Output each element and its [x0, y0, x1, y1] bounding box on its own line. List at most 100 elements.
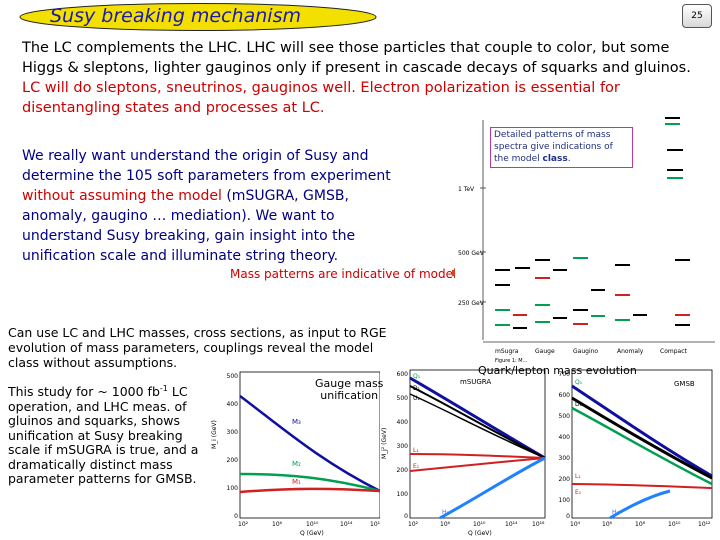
gmsb-label-d1: D₁: [575, 401, 583, 408]
page-number: 25: [682, 4, 712, 28]
gmsb-curve-e1: [571, 483, 713, 489]
quark-lepton-evolution-label: Quark/lepton mass evolution: [478, 364, 637, 377]
gmsb-xtick-3: 10¹⁰: [668, 521, 681, 528]
msugra-legend: mSUGRA: [460, 378, 491, 386]
gauge-ytick-5: 0: [234, 513, 238, 520]
intro-paragraph: The LC complements the LHC. LHC will see…: [22, 38, 712, 118]
msugra-curve-q1: [409, 376, 546, 460]
origin-text-2: (mSUGRA, GMSB, anomaly, gaugino … mediat…: [22, 188, 356, 264]
gauge-curve-m3: [239, 395, 381, 493]
msugra-xtick-2: 10¹⁰: [473, 521, 486, 528]
gauge-mass-unification-label: Gauge mass unification: [315, 378, 383, 402]
msugra-ytick-1: 500: [397, 395, 409, 402]
gmsb-ytick-1: 600: [559, 392, 571, 399]
gauge-xtick-4: 10¹⁸: [370, 521, 383, 528]
gmsb-ytick-2: 500: [559, 413, 571, 420]
gmsb-ytick-7: 0: [566, 513, 570, 520]
spectrum-column-msugra: [495, 267, 530, 329]
gauge-curve-m1: [239, 487, 381, 494]
gauge-curve-m2: [239, 472, 381, 493]
gmsb-label-h2: H₂: [612, 509, 620, 516]
model-label-compact: Compact: [660, 348, 687, 355]
msugra-label-u1: U₁: [413, 395, 420, 402]
msugra-xtick-4: 10¹⁸: [532, 521, 545, 528]
gmsb-ytick-3: 400: [559, 434, 571, 441]
gmsb-curve-l1: [571, 406, 713, 486]
msugra-label-e1: E₁: [413, 463, 420, 470]
gmsb-label-e1: E₁: [575, 489, 582, 496]
title-banner: [19, 3, 377, 31]
msugra-xlabel: Q (GeV): [468, 530, 492, 537]
msugra-curve-h2: [439, 456, 546, 520]
callout-text-end: .: [567, 154, 571, 164]
msugra-curve-l1: [409, 453, 546, 459]
gmsb-ytick-5: 200: [559, 476, 571, 483]
gmsb-ytick-4: 300: [559, 455, 571, 462]
gmsb-legend: GMSB: [674, 380, 695, 388]
gmsb-curve-d1: [571, 396, 713, 480]
msugra-xtick-1: 10⁶: [440, 521, 451, 528]
callout-text: Detailed patterns of mass spectra give i…: [494, 130, 613, 164]
msugra-curve-d1: [409, 385, 546, 459]
gauge-xtick-3: 10¹⁴: [340, 521, 353, 528]
msugra-label-l1: L₁: [413, 447, 419, 454]
gauge-xtick-2: 10¹⁰: [306, 521, 319, 528]
origin-text-1: We really want understand the origin of …: [22, 148, 391, 184]
msugra-label-q1: Q₁: [413, 373, 421, 380]
spectrum-column-gauge: [535, 259, 567, 323]
spectrum-column-compact: [665, 117, 690, 326]
msugra-ytick-4: 200: [397, 467, 409, 474]
gauge-xlabel: Q (GeV): [300, 530, 324, 537]
gmsb-ytick-0: 700: [559, 371, 571, 378]
mass-patterns-label: Mass patterns are indicative of model:: [230, 267, 461, 281]
gauge-mass-label-line2: unification: [320, 389, 379, 402]
msugra-xtick-0: 10²: [408, 521, 419, 528]
spectrum-y-label-500: 500 GeV: [458, 250, 485, 257]
slide-title: Susy breaking mechanism: [50, 5, 301, 27]
spectrum-column-gaugino: [573, 257, 605, 325]
msugra-mass-plot: M_j² (GeV) 600 500 400 300 200 100 0 mSU…: [380, 366, 550, 538]
study-text-2: LC operation, and LHC meas. of gluinos a…: [8, 384, 199, 487]
gmsb-label-q1: Q₁: [575, 379, 583, 386]
gauge-ytick-2: 300: [227, 429, 239, 436]
msugra-curve-e1: [409, 457, 546, 472]
study-paragraph: This study for ~ 1000 fb-1 LC operation,…: [8, 382, 203, 487]
gauge-label-m1: M₁: [292, 478, 301, 486]
gauge-label-m3: M₃: [292, 418, 301, 426]
msugra-label-h2: H₂: [442, 509, 450, 516]
rge-paragraph: Can use LC and LHC masses, cross section…: [8, 325, 387, 370]
spectrum-column-anomaly: [615, 264, 647, 321]
spectrum-y-label-1tev: 1 TeV: [458, 186, 475, 193]
gauge-plot-ylabel: M_i (GeV): [211, 420, 218, 449]
spectrum-y-label-250: 250 GeV: [458, 300, 485, 307]
gmsb-ytick-6: 100: [559, 497, 571, 504]
model-label-msugra: mSugra: [495, 348, 519, 355]
study-superscript: -1: [159, 384, 168, 393]
gauge-xtick-0: 10²: [238, 521, 249, 528]
study-text-1: This study for ~ 1000 fb: [8, 384, 160, 400]
gauge-ytick-3: 200: [227, 457, 239, 464]
gmsb-mass-plot: 700 600 500 400 300 200 100 0 GMSB Q₁ D₁…: [550, 366, 720, 538]
gauge-ytick-4: 100: [227, 485, 239, 492]
msugra-ytick-5: 100: [397, 491, 409, 498]
gauge-ytick-1: 400: [227, 401, 239, 408]
mass-spectra-callout: Detailed patterns of mass spectra give i…: [490, 127, 633, 168]
gauge-label-m2: M₂: [292, 460, 301, 468]
model-label-gaugino: Gaugino: [573, 348, 598, 355]
gmsb-curve-q1: [571, 384, 713, 478]
gmsb-xtick-1: 10⁶: [602, 521, 613, 528]
gmsb-curve-h2: [609, 489, 671, 520]
gmsb-xtick-4: 10¹²: [698, 521, 711, 528]
callout-class-word: class: [542, 154, 568, 164]
intro-line-4: disentangling states and processes at LC…: [22, 100, 325, 116]
gauge-mass-label-line1: Gauge mass: [315, 377, 384, 390]
intro-line-3: LC will do sleptons, sneutrinos, gaugino…: [22, 80, 620, 96]
gmsb-xtick-0: 10⁴: [570, 521, 581, 528]
origin-text-emphasis: without assuming the model: [22, 188, 222, 204]
msugra-label-d1: D₁: [413, 385, 421, 392]
intro-line-1: The LC complements the LHC. LHC will see…: [22, 40, 670, 56]
intro-line-2: Higgs & sleptons, lighter gauginos only …: [22, 60, 691, 76]
msugra-xtick-3: 10¹⁴: [505, 521, 518, 528]
origin-paragraph: We really want understand the origin of …: [22, 146, 412, 266]
gmsb-xtick-2: 10⁸: [635, 521, 646, 528]
